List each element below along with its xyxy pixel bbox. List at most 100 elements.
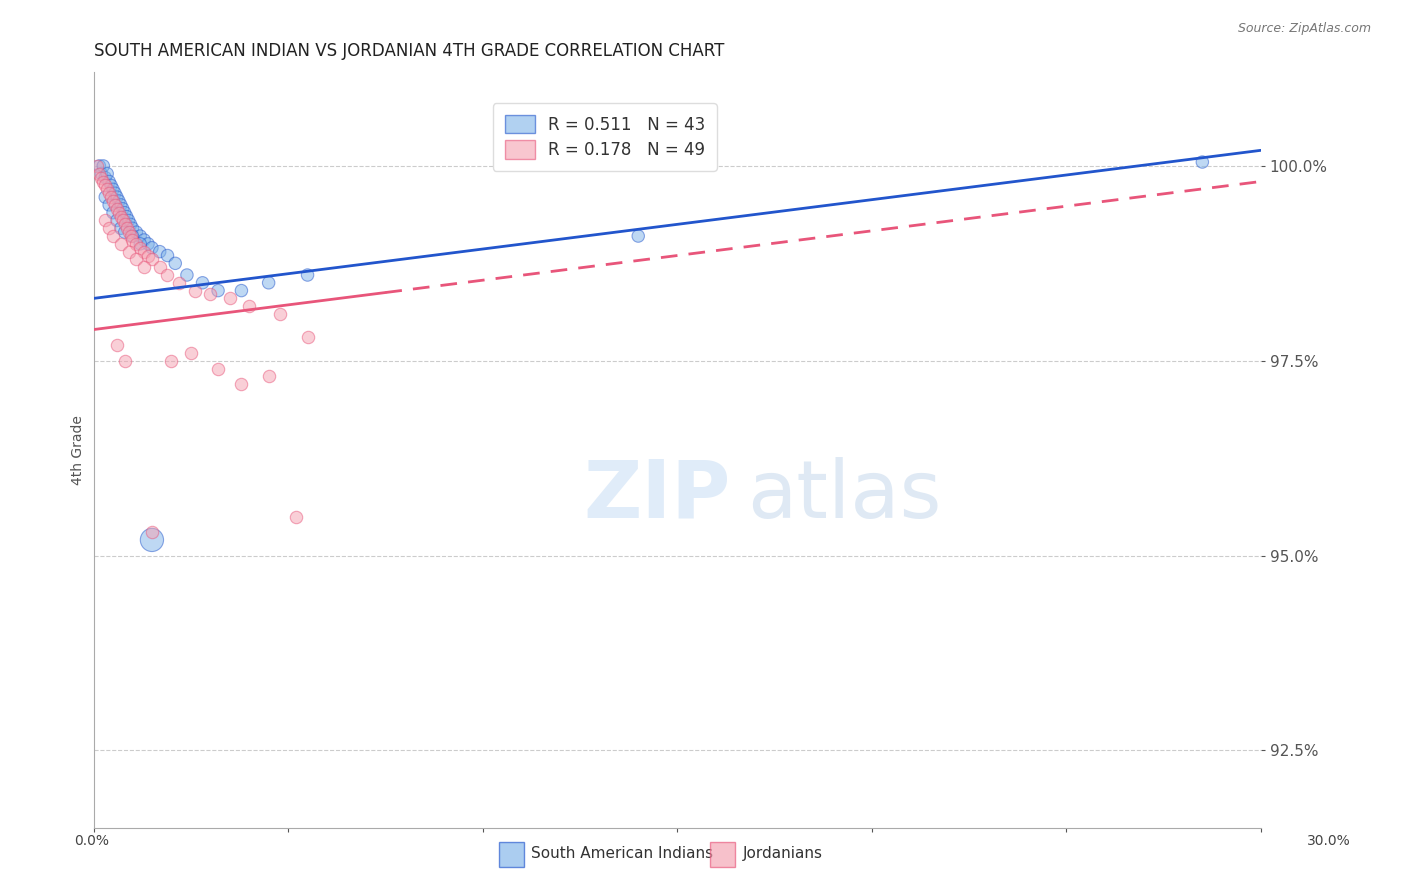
Point [134,244,156,259]
Legend: R = 0.511   N = 43, R = 0.178   N = 49: R = 0.511 N = 43, R = 0.178 N = 49 [494,103,717,170]
Point [176,268,198,282]
Point [231,284,253,298]
Point [136,248,159,262]
Point [134,233,156,247]
Point [284,509,307,524]
Point [100,190,122,204]
Point [108,205,131,219]
Point [125,225,148,239]
Point [105,213,128,227]
Point [91,174,114,188]
Point [160,353,183,368]
Point [89,167,111,181]
Point [129,229,152,244]
Point [96,182,118,196]
Point [105,190,128,204]
Point [101,194,124,208]
Point [94,213,117,227]
Point [94,170,117,185]
Point [111,213,134,227]
Point [94,178,117,193]
Point [110,210,132,224]
Point [110,221,132,235]
Point [121,221,143,235]
Point [110,198,132,212]
Point [149,260,172,275]
Point [257,276,280,290]
Point [167,276,190,290]
Point [121,233,143,247]
Point [90,170,112,185]
Point [257,369,280,384]
Point [98,174,121,188]
Point [114,218,136,232]
Point [115,221,138,235]
Point [114,225,136,239]
Point [125,252,148,267]
Point [207,361,229,376]
Point [110,236,132,251]
Point [297,268,319,282]
Point [238,299,260,313]
Text: Source: ZipAtlas.com: Source: ZipAtlas.com [1237,22,1371,36]
Point [104,186,127,201]
Point [117,213,139,227]
Point [105,202,128,216]
Point [120,229,142,244]
Text: 0.0%: 0.0% [75,834,108,848]
Point [134,260,156,275]
Point [125,236,148,251]
Point [200,287,222,301]
Point [149,244,172,259]
Point [231,377,253,392]
Point [115,210,138,224]
Point [86,159,108,173]
Point [1191,155,1213,169]
Point [108,194,131,208]
Point [98,198,121,212]
Point [105,338,128,352]
Text: SOUTH AMERICAN INDIAN VS JORDANIAN 4TH GRADE CORRELATION CHART: SOUTH AMERICAN INDIAN VS JORDANIAN 4TH G… [94,42,724,60]
Point [180,346,202,360]
Point [111,202,134,216]
Point [129,241,152,255]
Point [98,221,121,235]
Point [627,229,650,244]
Point [96,167,118,181]
Point [117,244,139,259]
Point [101,229,124,244]
Point [297,330,319,344]
Point [91,159,114,173]
Point [218,292,240,306]
Point [141,252,163,267]
Text: Jordanians: Jordanians [742,847,823,861]
Text: South American Indians: South American Indians [531,847,714,861]
Point [89,159,111,173]
Point [100,178,122,193]
Point [114,353,136,368]
Point [90,167,112,181]
Point [121,229,143,244]
Point [101,205,124,219]
Point [191,276,214,290]
Point [101,182,124,196]
Text: ZIP: ZIP [583,457,731,534]
Point [141,533,163,547]
Point [120,218,142,232]
Point [104,198,127,212]
Text: 30.0%: 30.0% [1306,834,1351,848]
Point [156,248,179,262]
Point [141,525,163,540]
Point [114,205,136,219]
Point [98,186,121,201]
Point [136,236,159,251]
Point [207,284,229,298]
Point [165,256,187,270]
Point [269,307,291,321]
Text: atlas: atlas [747,457,942,534]
Point [156,268,179,282]
Point [94,190,117,204]
Point [117,225,139,239]
Point [141,241,163,255]
Point [129,236,152,251]
